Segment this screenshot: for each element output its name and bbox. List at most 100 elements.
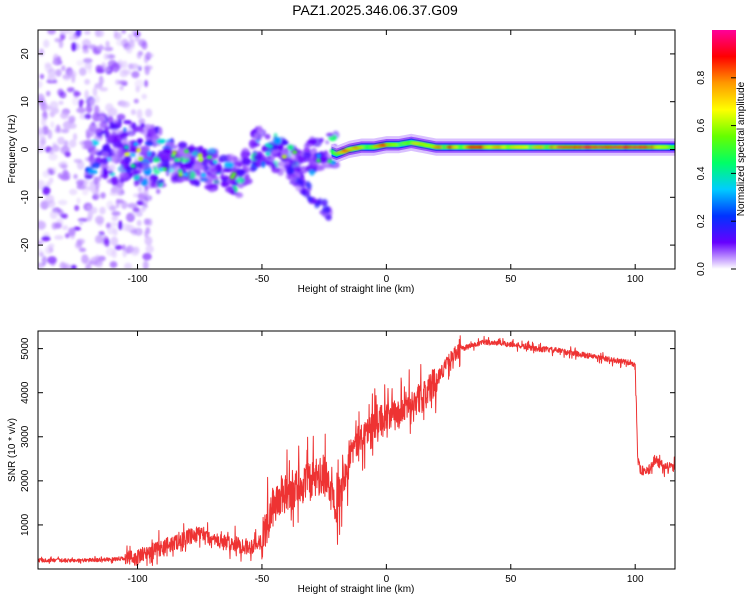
heatmap-cell	[38, 80, 43, 89]
heatmap-cell	[47, 129, 53, 140]
heatmap-cell	[94, 215, 105, 225]
heatmap-cell	[88, 146, 95, 152]
heatmap-cell	[87, 166, 94, 173]
heatmap-cell	[109, 155, 119, 163]
heatmap-cell	[133, 31, 141, 38]
heatmap-cell	[118, 166, 125, 173]
colorbar-tick-label: 0.0	[696, 262, 707, 276]
heatmap-cell	[224, 161, 234, 169]
heatmap-cell	[105, 103, 114, 113]
heatmap-cell	[290, 176, 298, 183]
heatmap-cell	[84, 113, 92, 120]
heatmap-cell	[100, 130, 109, 135]
heatmap-cell	[199, 177, 209, 182]
heatmap-cell	[64, 233, 70, 239]
heatmap-cell	[50, 121, 55, 129]
heatmap-cell	[128, 122, 137, 130]
heatmap-cell	[57, 172, 63, 179]
heatmap-cell	[249, 166, 257, 173]
heatmap-cell	[157, 179, 164, 184]
heatmap-cell	[226, 153, 236, 163]
heatmap-cell	[188, 168, 193, 174]
heatmap-cell	[81, 254, 89, 264]
heatmap-cell	[95, 193, 101, 199]
heatmap-cell	[144, 185, 149, 191]
heatmap-cell	[202, 165, 211, 175]
heatmap-cell	[284, 160, 290, 166]
heatmap-cell	[101, 151, 110, 157]
heatmap-cell	[183, 161, 192, 169]
heatmap-cell	[142, 252, 152, 261]
heatmap-cell	[131, 170, 140, 175]
heatmap-cell	[68, 227, 76, 237]
heatmap-cell	[104, 133, 109, 139]
heatmap-cell	[87, 97, 94, 106]
heatmap-cell	[38, 247, 43, 255]
heatmap-cell	[296, 172, 302, 179]
heatmap-cell	[62, 74, 72, 80]
heatmap-cell	[113, 32, 122, 40]
heatmap-cell	[143, 54, 149, 64]
heatmap-cell	[78, 221, 84, 226]
heatmap-cell	[122, 69, 132, 75]
heatmap-cell	[54, 222, 62, 229]
heatmap-cell	[93, 176, 99, 186]
heatmap-cell	[102, 167, 108, 177]
heatmap-cell	[94, 235, 103, 244]
heatmap-cell	[208, 183, 218, 189]
heatmap-cell	[123, 119, 132, 125]
heatmap-cell	[45, 90, 51, 97]
heatmap-cell	[143, 218, 150, 226]
heatmap-cell	[121, 60, 128, 69]
heatmap-cell	[288, 159, 298, 166]
x-tick-label: 100	[627, 274, 644, 285]
y-tick-label: 1000	[20, 513, 31, 536]
heatmap-cell	[137, 50, 144, 56]
x-tick-label: 0	[384, 274, 390, 285]
heatmap-cell	[177, 169, 183, 174]
heatmap-cell	[59, 30, 70, 35]
heatmap-cell	[283, 140, 289, 146]
spectrogram-x-axis: -100 -50 0 50 100	[128, 30, 644, 285]
heatmap-cell	[316, 158, 322, 163]
heatmap-cell	[63, 262, 70, 269]
heatmap-cell	[84, 174, 93, 180]
heatmap-cell	[99, 206, 106, 215]
x-tick-label: -100	[128, 574, 148, 585]
heatmap-cell	[96, 261, 103, 269]
heatmap-cell	[84, 89, 89, 100]
heatmap-cell	[88, 123, 97, 132]
heatmap-cell	[49, 150, 54, 155]
heatmap-cell	[86, 204, 93, 210]
heatmap-cell	[307, 139, 317, 144]
y-tick-label: 4000	[20, 381, 31, 404]
heatmap-layer	[38, 30, 675, 269]
heatmap-cell	[75, 30, 82, 37]
heatmap-cell	[91, 162, 101, 169]
heatmap-cell	[292, 150, 298, 155]
heatmap-cell	[85, 264, 92, 269]
heatmap-cell	[129, 63, 139, 70]
heatmap-cell	[138, 175, 144, 182]
x-tick-label: -50	[255, 574, 270, 585]
heatmap-cell	[76, 59, 84, 67]
heatmap-cell	[103, 143, 111, 152]
heatmap-cell	[73, 158, 83, 163]
x-tick-label: 50	[505, 574, 517, 585]
heatmap-cell	[71, 42, 77, 52]
heatmap-cell	[162, 147, 172, 154]
heatmap-cell	[182, 150, 191, 160]
heatmap-cell	[59, 160, 69, 170]
heatmap-cell	[138, 156, 144, 161]
heatmap-cell	[135, 148, 141, 153]
x-tick-label: 0	[384, 574, 390, 585]
heatmap-cell	[197, 153, 203, 158]
heatmap-cell	[121, 30, 127, 34]
heatmap-cell	[145, 108, 153, 118]
colorbar-ticks: 0.0 0.2 0.4 0.6 0.8	[696, 70, 736, 276]
heatmap-cell	[231, 188, 236, 194]
heatmap-cell	[325, 213, 332, 222]
heatmap-cell	[302, 151, 312, 159]
heatmap-cell	[298, 178, 305, 186]
heatmap-cell	[88, 44, 97, 50]
